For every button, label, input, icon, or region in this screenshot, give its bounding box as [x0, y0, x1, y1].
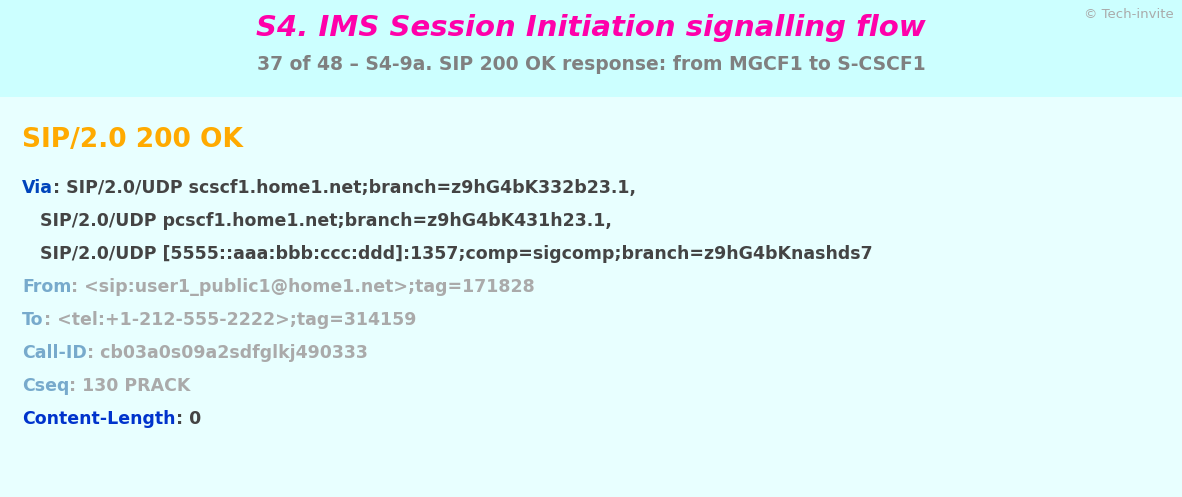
Text: SIP/2.0 200 OK: SIP/2.0 200 OK [22, 127, 242, 153]
Bar [0, 0, 1182, 97]
Text: : 0: : 0 [175, 410, 201, 428]
Text: S4. IMS Session Initiation signalling flow: S4. IMS Session Initiation signalling fl… [256, 14, 926, 42]
Text: © Tech-invite: © Tech-invite [1084, 8, 1174, 21]
Text: Call-ID: Call-ID [22, 344, 86, 362]
Text: From: From [22, 278, 71, 296]
Text: SIP/2.0/UDP pcscf1.home1.net;branch=z9hG4bK431h23.1,: SIP/2.0/UDP pcscf1.home1.net;branch=z9hG… [22, 212, 612, 230]
Text: Cseq: Cseq [22, 377, 70, 395]
Text: : <sip:user1_public1@home1.net>;tag=171828: : <sip:user1_public1@home1.net>;tag=1718… [71, 278, 535, 296]
Text: To: To [22, 311, 44, 329]
Text: Content-Length: Content-Length [22, 410, 175, 428]
Text: : <tel:+1-212-555-2222>;tag=314159: : <tel:+1-212-555-2222>;tag=314159 [44, 311, 416, 329]
Text: Via: Via [22, 179, 53, 197]
Text: 37 of 48 – S4-9a. SIP 200 OK response: from MGCF1 to S-CSCF1: 37 of 48 – S4-9a. SIP 200 OK response: f… [256, 55, 926, 74]
Text: : 130 PRACK: : 130 PRACK [70, 377, 190, 395]
Text: SIP/2.0/UDP [5555::aaa:bbb:ccc:ddd]:1357;comp=sigcomp;branch=z9hG4bKnashds7: SIP/2.0/UDP [5555::aaa:bbb:ccc:ddd]:1357… [22, 245, 872, 263]
Text: : SIP/2.0/UDP scscf1.home1.net;branch=z9hG4bK332b23.1,: : SIP/2.0/UDP scscf1.home1.net;branch=z9… [53, 179, 636, 197]
Text: : cb03a0s09a2sdfglkj490333: : cb03a0s09a2sdfglkj490333 [86, 344, 368, 362]
